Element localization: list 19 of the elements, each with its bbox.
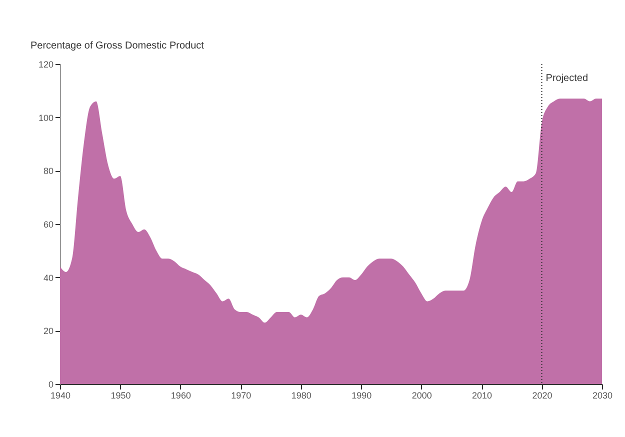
x-tick-label: 2030 [592, 390, 613, 400]
x-tick-label: 1960 [170, 390, 191, 400]
y-tick-label: 60 [43, 220, 54, 230]
x-tick-label: 2020 [532, 390, 552, 400]
x-tick-label: 1970 [231, 390, 252, 400]
x-tick-label: 2000 [412, 390, 432, 400]
x-tick-label: 1990 [352, 390, 372, 400]
y-tick-label: 100 [38, 112, 54, 123]
y-tick-label: 120 [38, 60, 54, 70]
x-tick-label: 2010 [472, 390, 492, 400]
ref-line-label: Projected [546, 73, 588, 84]
y-tick-label: 80 [43, 166, 54, 176]
x-tick-label: 1940 [50, 390, 71, 400]
y-tick-label: 40 [43, 272, 54, 283]
y-axis-title: Percentage of Gross Domestic Product [30, 40, 204, 52]
y-tick-label: 0 [48, 380, 54, 390]
x-tick-label: 1980 [291, 390, 312, 400]
y-tick-label: 20 [43, 326, 54, 336]
x-tick-label: 1950 [110, 390, 131, 400]
